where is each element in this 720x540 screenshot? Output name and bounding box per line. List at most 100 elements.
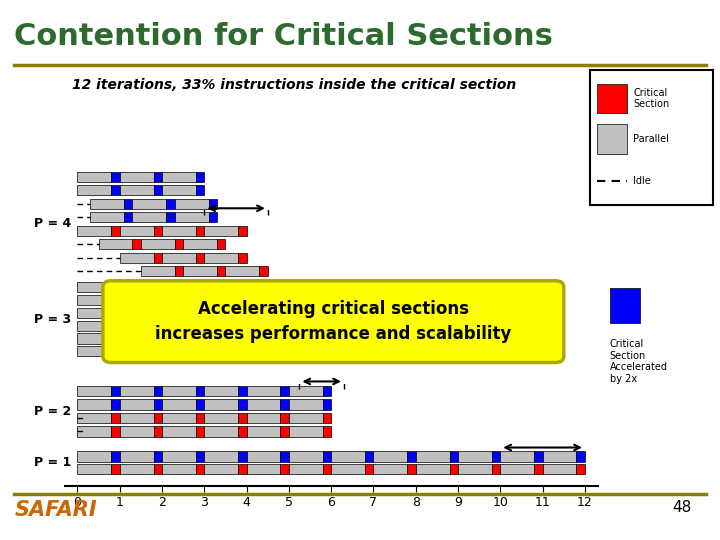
Bar xyxy=(78,413,112,423)
Bar xyxy=(112,333,120,343)
Bar xyxy=(217,239,225,249)
Bar xyxy=(112,413,120,423)
Text: 48: 48 xyxy=(672,500,691,515)
Bar xyxy=(78,400,112,410)
Bar xyxy=(238,253,247,263)
Bar xyxy=(247,451,281,462)
Bar xyxy=(112,400,120,410)
Bar xyxy=(175,239,183,249)
Bar xyxy=(281,451,289,462)
Bar xyxy=(577,464,585,475)
Bar xyxy=(166,199,175,209)
Bar xyxy=(112,295,120,305)
Bar xyxy=(175,266,183,276)
Bar xyxy=(120,451,153,462)
Bar xyxy=(78,282,112,292)
Bar xyxy=(112,451,120,462)
Bar xyxy=(162,185,196,195)
Bar xyxy=(183,239,217,249)
Bar xyxy=(492,451,500,462)
Bar xyxy=(162,451,196,462)
Bar xyxy=(209,199,217,209)
Bar xyxy=(247,427,281,437)
Bar xyxy=(78,464,112,475)
Bar xyxy=(204,413,238,423)
Bar xyxy=(112,386,120,396)
Bar xyxy=(534,464,543,475)
Bar xyxy=(289,427,323,437)
Text: Critical
Section
Accelerated
by 2x: Critical Section Accelerated by 2x xyxy=(610,339,668,384)
Bar xyxy=(120,386,153,396)
Bar xyxy=(238,226,247,236)
Bar xyxy=(132,212,166,222)
Bar xyxy=(331,464,365,475)
Bar xyxy=(153,226,162,236)
Bar xyxy=(238,427,247,437)
Bar xyxy=(259,266,268,276)
Bar xyxy=(112,185,120,195)
Bar xyxy=(323,386,331,396)
Bar xyxy=(365,451,374,462)
Text: Contention for Critical Sections: Contention for Critical Sections xyxy=(14,22,553,51)
Bar xyxy=(162,226,196,236)
Bar xyxy=(166,212,175,222)
Bar xyxy=(323,427,331,437)
Bar xyxy=(281,386,289,396)
Bar xyxy=(289,451,323,462)
Bar xyxy=(112,308,120,318)
Bar xyxy=(78,451,112,462)
Bar xyxy=(238,451,247,462)
Text: P = 2: P = 2 xyxy=(34,405,71,418)
Bar xyxy=(281,464,289,475)
Bar xyxy=(247,400,281,410)
Bar xyxy=(365,464,374,475)
FancyBboxPatch shape xyxy=(103,281,564,362)
Text: 12 iterations, 33% instructions inside the critical section: 12 iterations, 33% instructions inside t… xyxy=(72,78,516,92)
Bar xyxy=(196,226,204,236)
Bar xyxy=(162,427,196,437)
Bar xyxy=(153,464,162,475)
Bar xyxy=(500,451,534,462)
Bar xyxy=(78,427,112,437)
Bar xyxy=(120,413,153,423)
Text: Parallel: Parallel xyxy=(634,134,669,144)
Bar xyxy=(196,413,204,423)
Bar xyxy=(120,400,153,410)
Bar xyxy=(120,253,153,263)
Bar xyxy=(204,427,238,437)
Text: P = 3: P = 3 xyxy=(34,313,71,326)
Bar xyxy=(78,295,112,305)
Bar xyxy=(281,413,289,423)
Bar xyxy=(238,413,247,423)
Bar xyxy=(596,124,627,154)
Bar xyxy=(543,464,577,475)
Text: P = 1: P = 1 xyxy=(34,456,71,469)
Bar xyxy=(209,212,217,222)
Bar xyxy=(153,386,162,396)
Bar xyxy=(323,413,331,423)
Bar xyxy=(196,464,204,475)
Bar xyxy=(153,185,162,195)
Bar xyxy=(162,172,196,182)
Bar xyxy=(132,239,141,249)
Bar xyxy=(120,185,153,195)
Bar xyxy=(458,464,492,475)
Bar xyxy=(78,333,112,343)
Bar xyxy=(247,464,281,475)
Bar xyxy=(162,253,196,263)
Bar xyxy=(204,400,238,410)
Bar xyxy=(112,346,120,356)
Bar xyxy=(204,253,238,263)
Bar xyxy=(183,266,217,276)
Bar xyxy=(610,288,640,323)
Bar xyxy=(374,451,408,462)
Bar xyxy=(225,266,259,276)
Bar xyxy=(374,464,408,475)
Bar xyxy=(238,464,247,475)
Bar xyxy=(247,386,281,396)
Bar xyxy=(162,386,196,396)
Bar xyxy=(175,212,209,222)
Bar xyxy=(204,451,238,462)
Bar xyxy=(153,427,162,437)
Bar xyxy=(90,212,124,222)
